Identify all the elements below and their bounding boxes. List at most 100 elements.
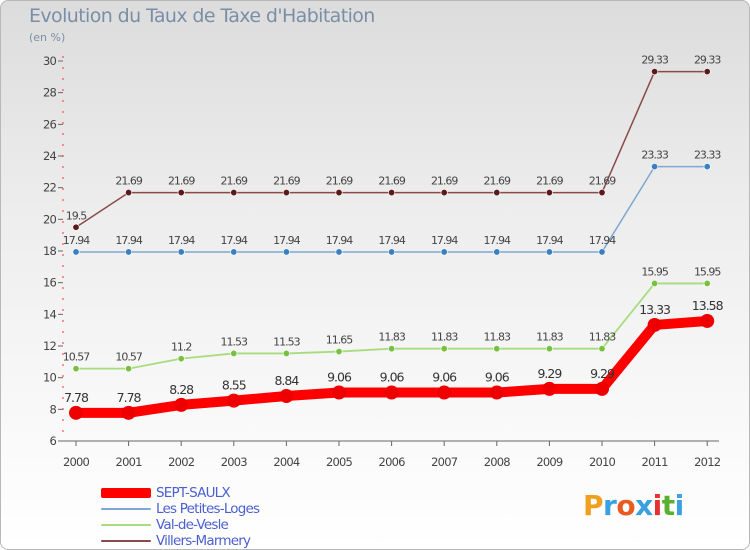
data-point (125, 189, 133, 197)
legend-swatch (101, 488, 151, 498)
legend-swatch (101, 540, 151, 542)
data-point (388, 345, 396, 353)
data-point (489, 385, 504, 400)
data-label: 9.06 (485, 370, 510, 385)
logo-letter: i (652, 489, 663, 522)
logo-letter: x (635, 489, 653, 522)
data-label: 11.65 (326, 334, 353, 347)
data-point (69, 405, 83, 420)
data-label: 15.95 (641, 265, 668, 278)
data-label: 15.95 (694, 265, 721, 278)
chart-unit-label: (en %) (29, 31, 66, 44)
data-label: 13.33 (639, 302, 670, 317)
data-label: 17.94 (63, 234, 90, 247)
y-tick-label: 8 (49, 402, 56, 416)
y-tick-label: 30 (43, 54, 57, 68)
data-label: 9.06 (380, 370, 405, 385)
data-label: 9.29 (590, 366, 615, 381)
data-point (700, 313, 715, 328)
data-label: 17.94 (221, 234, 248, 247)
legend-item-villers-marmery: Villers-Marmery (101, 533, 361, 549)
data-point (332, 385, 346, 400)
x-tick-label: 2009 (536, 455, 563, 469)
data-point (598, 189, 606, 197)
data-label: 7.78 (64, 390, 89, 405)
legend-swatch (101, 524, 151, 526)
series-sept-saulx: 7.78 7.78 8.28 8.55 8.84 9.06 9.06 9.06 9.06 9.29… (64, 298, 725, 420)
data-point (703, 163, 711, 171)
data-point (230, 248, 238, 256)
data-point (703, 279, 711, 287)
legend: SEPT-SAULX Les Petites-Loges Val-de-Vesl… (101, 485, 361, 549)
data-point (282, 349, 290, 357)
data-point (647, 317, 662, 332)
data-label: 10.57 (115, 351, 142, 364)
data-point (279, 389, 294, 404)
data-label: 9.06 (327, 370, 352, 385)
data-label: 17.94 (536, 234, 563, 247)
data-label: 29.33 (641, 54, 668, 67)
data-point (282, 189, 290, 197)
data-label: 29.33 (694, 54, 721, 67)
data-point (651, 279, 659, 287)
x-tick-label: 2008 (484, 455, 511, 469)
data-point (177, 189, 185, 197)
data-label: 11.53 (273, 335, 300, 348)
data-label: 17.94 (326, 234, 353, 247)
data-point (651, 68, 659, 76)
data-label: 8.28 (169, 382, 194, 397)
data-point (226, 393, 241, 408)
logo-letter: i (674, 489, 685, 522)
data-label: 11.53 (221, 335, 248, 348)
data-label: 17.94 (273, 234, 300, 247)
data-point (388, 189, 396, 197)
legend-label: Villers-Marmery (156, 533, 251, 549)
data-label: 17.94 (115, 234, 142, 247)
data-point (72, 223, 80, 231)
x-tick-label: 2012 (694, 455, 721, 469)
data-label: 21.69 (431, 175, 458, 188)
logo-letter: P (583, 489, 604, 522)
data-point (493, 189, 501, 197)
data-label: 8.84 (274, 373, 299, 388)
data-label: 17.94 (589, 234, 616, 247)
data-label: 17.94 (484, 234, 511, 247)
y-tick-label: 18 (43, 244, 57, 258)
data-label: 11.83 (431, 331, 458, 344)
y-tick-label: 24 (43, 149, 57, 163)
data-label: 21.69 (168, 175, 195, 188)
y-tick-label: 10 (43, 371, 57, 385)
logo-letter: t (661, 489, 675, 522)
data-label: 11.83 (589, 331, 616, 344)
chart-title: Evolution du Taux de Taxe d'Habitation (29, 5, 375, 27)
data-point (440, 345, 448, 353)
series-line (75, 282, 709, 370)
legend-item-les-petites-loges: Les Petites-Loges (101, 501, 361, 517)
data-label: 21.69 (378, 175, 405, 188)
data-point (493, 248, 501, 256)
data-point (493, 345, 501, 353)
x-tick-label: 2007 (431, 455, 458, 469)
proxiti-logo: Proxiti (583, 489, 684, 522)
data-point (440, 248, 448, 256)
data-label: 9.29 (537, 366, 562, 381)
x-tick-label: 2001 (116, 455, 143, 469)
data-point (384, 385, 399, 400)
data-label: 7.78 (117, 390, 142, 405)
legend-swatch (101, 508, 151, 510)
series-line (75, 70, 708, 228)
data-point (125, 248, 133, 256)
data-label: 23.33 (641, 149, 668, 162)
data-point (595, 381, 609, 396)
data-label: 17.94 (168, 234, 195, 247)
y-tick-label: 6 (49, 434, 56, 448)
data-point (651, 163, 659, 171)
data-point (545, 248, 553, 256)
data-point (335, 189, 343, 197)
data-point (174, 397, 189, 412)
x-tick-label: 2005 (326, 455, 353, 469)
axes: 6 8 10 12 14 16 18 20 22 24 26 28 30 2000 2001 2002 2003… (43, 54, 722, 469)
series-layer: 19.5 21.69 21.69 21.69 21.69 21.69 21.69 21.69 2… (63, 54, 725, 420)
data-label: 21.69 (589, 175, 616, 188)
series-les-petites-loges: 17.94 17.94 17.94 17.94 17.94 17.94 17.94 17.94… (63, 149, 722, 256)
